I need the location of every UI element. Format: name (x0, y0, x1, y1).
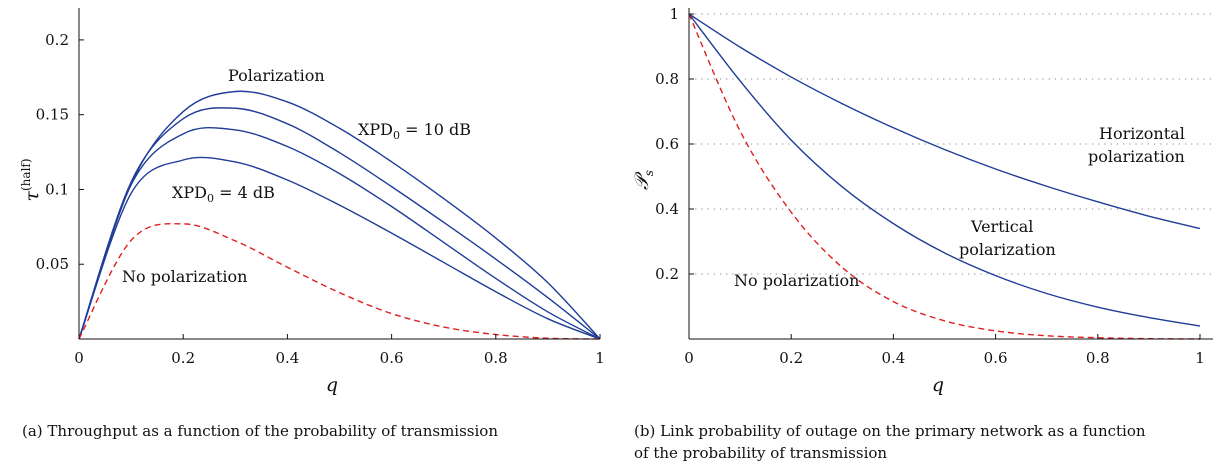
chart-a-series-3-line (78, 156, 601, 340)
chart-a-y-tick-label-0: 0.05 (36, 255, 69, 273)
chart-b-annotation-no-polarization: No polarization (734, 271, 859, 290)
chart-b-annotation-horizontal-polarization: polarization (1088, 147, 1185, 166)
chart-a-xpd-10-text: XPD (358, 120, 393, 139)
chart-a-x-tick-label-3: 0.6 (380, 349, 404, 367)
chart-b-x-tick-label-4: 0.8 (1086, 349, 1110, 367)
chart-a-x-axis-label: q (326, 374, 338, 396)
chart-a-throughput: 0 0.2 0.4 0.6 0.8 1 0.05 0.1 0.15 0.2 Polarizatio… (19, 8, 605, 440)
chart-a-y-label-tau: τ (21, 191, 43, 202)
chart-b-y-label-subscript: s (642, 170, 656, 176)
chart-b-x-tick-label-1: 0.2 (779, 349, 803, 367)
chart-b-x-axis-label: q (932, 374, 944, 396)
chart-a-y-tick-label-3: 0.2 (45, 31, 69, 49)
chart-a-annotation-xpd-4db: XPD0 = 4 dB (172, 183, 275, 205)
chart-a-series-0-line (78, 90, 601, 340)
chart-a-x-tick-label-2: 0.4 (275, 349, 299, 367)
chart-b-y-tick-label-1: 0.4 (655, 200, 679, 218)
chart-a-x-tick-label-1: 0.2 (171, 349, 195, 367)
chart-b-caption-line-2: of the probability of transmission (634, 444, 887, 462)
chart-b-annotation-horizontal: Horizontal (1099, 124, 1185, 143)
chart-a-y-axis-label: τ(half) (19, 158, 43, 201)
chart-a-xpd-4-text: XPD (172, 183, 207, 202)
chart-a-xpd-4-value: = 4 dB (214, 183, 275, 202)
chart-a-x-tick-label-5: 1 (595, 349, 605, 367)
chart-b-series-1-line (688, 13, 1201, 327)
chart-b-annotation-vertical: Vertical (970, 217, 1033, 236)
chart-b-outage-probability: 0 0.2 0.4 0.6 0.8 1 0.2 0.4 0.6 0.8 1 Horizontal p… (631, 5, 1213, 462)
chart-a-annotation-no-polarization: No polarization (122, 267, 247, 286)
chart-a-y-label-superscript: (half) (19, 158, 33, 191)
chart-a-annotation-xpd-10db: XPD0 = 10 dB (358, 120, 471, 142)
chart-b-x-tick-label-3: 0.6 (984, 349, 1008, 367)
chart-a-xpd-4-subscript: 0 (207, 192, 214, 205)
chart-a-series-4-line (78, 222, 601, 340)
chart-a-xpd-10-value: = 10 dB (400, 120, 471, 139)
svg-text:𝒫s: 𝒫s (631, 170, 656, 190)
chart-b-x-tick-label-2: 0.4 (881, 349, 905, 367)
chart-a-series-2-line (78, 126, 601, 340)
chart-b-x-tick-label-5: 1 (1195, 349, 1205, 367)
chart-b-gridlines (689, 13, 1213, 275)
chart-a-y-tick-label-1: 0.1 (45, 180, 69, 198)
chart-b-series-0-line (688, 13, 1201, 230)
chart-b-ticks: 0 0.2 0.4 0.6 0.8 1 0.2 0.4 0.6 0.8 1 (655, 5, 1205, 367)
chart-b-y-tick-label-0: 0.2 (655, 265, 679, 283)
svg-text:τ(half): τ(half) (19, 158, 43, 201)
chart-b-x-tick-label-0: 0 (684, 349, 694, 367)
chart-a-annotation-polarization: Polarization (228, 66, 325, 85)
chart-a-x-tick-label-4: 0.8 (484, 349, 508, 367)
chart-b-y-tick-label-4: 1 (669, 5, 679, 23)
chart-b-series-group (688, 13, 1201, 340)
chart-a-series-group (78, 90, 601, 340)
chart-a-x-tick-label-0: 0 (74, 349, 84, 367)
chart-a-caption: (a) Throughput as a function of the prob… (22, 422, 498, 440)
chart-b-y-tick-label-3: 0.8 (655, 70, 679, 88)
chart-b-y-axis-label: 𝒫s (631, 170, 656, 190)
chart-b-annotation-vertical-polarization: polarization (959, 240, 1056, 259)
chart-a-xpd-10-subscript: 0 (393, 129, 400, 142)
chart-a-series-1-line (78, 107, 601, 340)
chart-b-caption-line-1: (b) Link probability of outage on the pr… (634, 422, 1146, 440)
chart-a-y-tick-label-2: 0.15 (36, 106, 69, 124)
chart-b-y-tick-label-2: 0.6 (655, 135, 679, 153)
chart-a-ticks: 0 0.2 0.4 0.6 0.8 1 0.05 0.1 0.15 0.2 (36, 31, 605, 367)
